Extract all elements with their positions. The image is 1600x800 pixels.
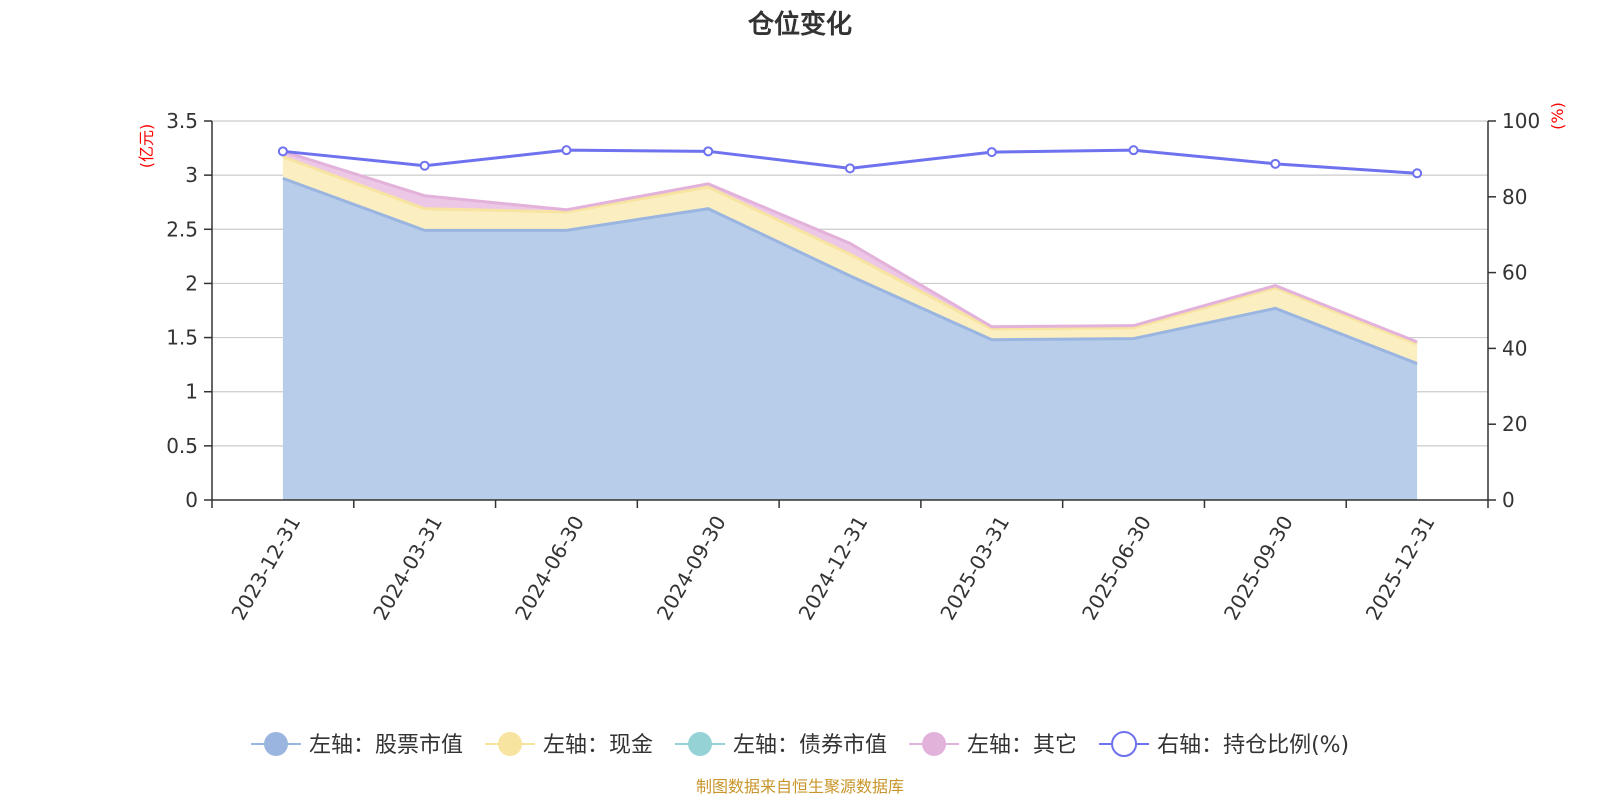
area-fill bbox=[282, 151, 1418, 345]
legend-label: 右轴：持仓比例(%) bbox=[1157, 733, 1349, 758]
area-outline bbox=[282, 155, 1418, 346]
ratio-point bbox=[703, 146, 714, 157]
x-tick-label: 2024-12-31 bbox=[794, 512, 873, 625]
legend-item[interactable]: 右轴：持仓比例(%) bbox=[1099, 731, 1349, 758]
legend-label: 左轴：其它 bbox=[967, 733, 1077, 758]
right-tick-label: 80 bbox=[1502, 185, 1527, 209]
chart-title: 仓位变化 bbox=[747, 9, 852, 40]
ratio-point bbox=[277, 146, 288, 157]
ratio-line-series bbox=[277, 145, 1423, 179]
left-tick-label: 3.5 bbox=[166, 109, 198, 133]
x-tick-label: 2024-03-31 bbox=[368, 511, 447, 624]
legend-marker bbox=[688, 732, 713, 756]
ratio-point bbox=[986, 147, 997, 158]
left-tick-label: 0.5 bbox=[166, 434, 198, 458]
x-tick-label: 2025-06-30 bbox=[1077, 512, 1156, 625]
left-tick-label: 3 bbox=[185, 163, 198, 187]
x-tick-label: 2025-12-31 bbox=[1361, 512, 1440, 625]
ratio-point bbox=[1128, 145, 1139, 156]
right-tick-label: 60 bbox=[1502, 261, 1527, 285]
area-outline bbox=[282, 149, 1418, 344]
ratio-point bbox=[419, 160, 430, 171]
left-tick-label: 1.5 bbox=[166, 326, 198, 350]
legend-label: 左轴：债券市值 bbox=[733, 733, 887, 758]
legend-marker bbox=[1111, 731, 1138, 757]
left-tick-label: 0 bbox=[185, 488, 198, 512]
left-tick-label: 2.5 bbox=[166, 217, 198, 241]
right-tick-label: 0 bbox=[1502, 488, 1515, 512]
x-tick-label: 2025-03-31 bbox=[935, 512, 1014, 625]
ratio-point bbox=[1270, 158, 1281, 169]
ratio-point bbox=[845, 163, 855, 174]
legend-marker bbox=[498, 732, 523, 756]
right-axis-unit: (%) bbox=[1548, 102, 1567, 130]
legend-item[interactable]: 左轴：现金 bbox=[485, 732, 653, 758]
area-fill bbox=[282, 156, 1418, 364]
right-tick-label: 100 bbox=[1502, 109, 1540, 133]
right-tick-label: 40 bbox=[1502, 336, 1527, 360]
legend-marker bbox=[264, 732, 288, 756]
legend[interactable]: 左轴：股票市值 左轴：现金 左轴：债券市值 左轴：其它 右轴：持仓比例(%) bbox=[251, 731, 1349, 758]
data-source-note: 制图数据来自恒生聚源数据库 bbox=[696, 777, 904, 796]
legend-marker bbox=[922, 732, 947, 756]
ratio-point bbox=[1412, 168, 1423, 179]
area-outline bbox=[282, 176, 1418, 365]
legend-item[interactable]: 左轴：股票市值 bbox=[251, 732, 463, 758]
ratio-point bbox=[561, 145, 572, 156]
right-tick-label: 20 bbox=[1502, 412, 1527, 436]
x-tick-label: 2025-09-30 bbox=[1219, 512, 1298, 625]
legend-item[interactable]: 左轴：债券市值 bbox=[675, 732, 887, 758]
legend-label: 左轴：现金 bbox=[543, 733, 653, 758]
x-tick-label: 2024-06-30 bbox=[510, 512, 589, 625]
legend-item[interactable]: 左轴：其它 bbox=[909, 732, 1077, 758]
area-fill bbox=[282, 178, 1418, 501]
area-series bbox=[282, 149, 1418, 501]
left-tick-label: 1 bbox=[185, 380, 198, 404]
x-tick-label: 2024-09-30 bbox=[652, 512, 731, 625]
left-tick-label: 2 bbox=[185, 271, 198, 295]
left-axis-unit: (亿元) bbox=[137, 124, 156, 169]
x-tick-label: 2023-12-31 bbox=[226, 512, 305, 625]
legend-label: 左轴：股票市值 bbox=[309, 733, 463, 758]
